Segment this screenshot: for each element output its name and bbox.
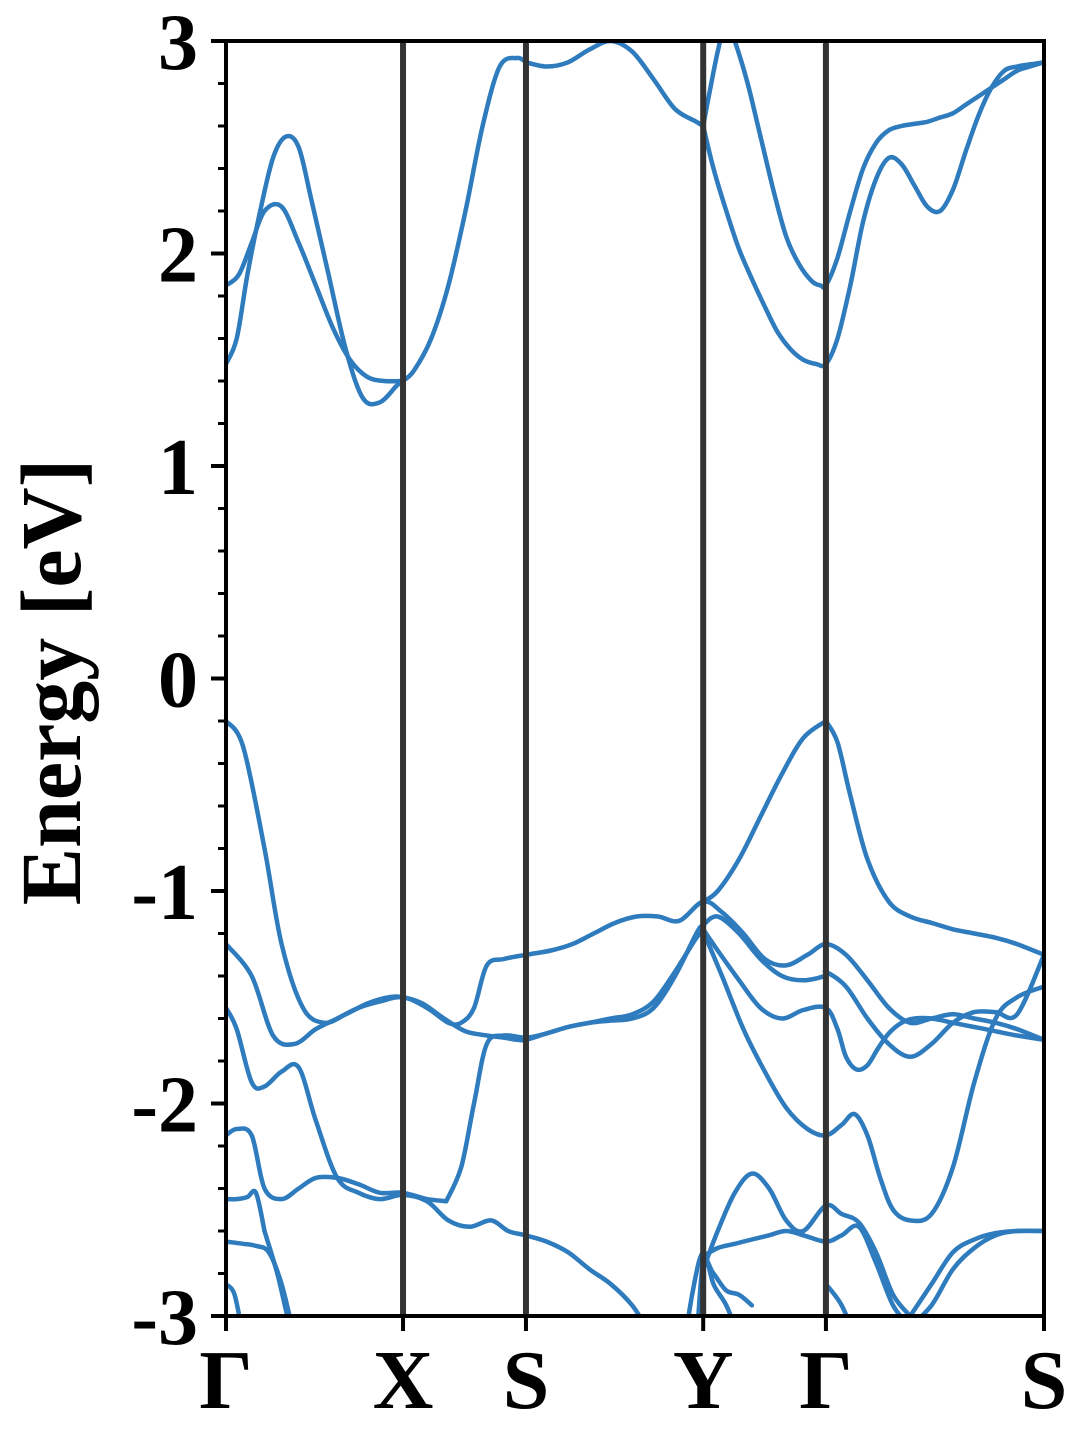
band-line [696, 1257, 755, 1316]
high-symmetry-lines [400, 41, 829, 1316]
band-line [523, 41, 706, 129]
band-line [700, 1171, 913, 1316]
band-lines [226, 41, 1044, 1316]
y-tick-label: 1 [158, 424, 198, 512]
band-line [700, 718, 829, 904]
band-line [226, 1126, 449, 1204]
band-line [700, 927, 1044, 1073]
y-tick-label: -2 [131, 1062, 198, 1150]
x-tick-label: Γ [199, 1334, 252, 1427]
x-tick-label: X [373, 1334, 434, 1427]
band-line [700, 60, 1044, 369]
band-line [226, 55, 529, 407]
band-line [686, 1250, 734, 1316]
y-axis-ticks: 3 2 1 0 -1 -2 -3 [131, 0, 226, 1362]
band-line [700, 41, 1044, 290]
plot-frame [224, 39, 1046, 1318]
band-line [226, 1188, 267, 1234]
y-tick-label: 0 [158, 637, 198, 725]
y-tick-label: -3 [131, 1274, 198, 1362]
band-line [443, 929, 706, 1204]
band-line [226, 1005, 643, 1316]
x-tick-label: S [1021, 1334, 1068, 1427]
x-tick-label: Γ [799, 1334, 852, 1427]
band-line [907, 1228, 1044, 1316]
y-tick-label: 2 [158, 212, 198, 300]
band-line [226, 718, 1044, 1060]
y-tick-label: -1 [131, 849, 198, 937]
band-line [700, 929, 1044, 1224]
x-tick-label: Y [673, 1334, 734, 1427]
band-line [226, 1281, 242, 1316]
band-line [226, 1239, 292, 1316]
band-line [226, 201, 406, 384]
band-line [226, 899, 1044, 1048]
band-line [823, 718, 1044, 958]
band-line [823, 1281, 850, 1316]
y-axis-title: Energy [eV] [3, 459, 99, 906]
y-tick-label: 3 [158, 0, 198, 87]
band-line [700, 1223, 904, 1316]
band-line [918, 1228, 1044, 1316]
x-tick-label: S [503, 1334, 550, 1427]
